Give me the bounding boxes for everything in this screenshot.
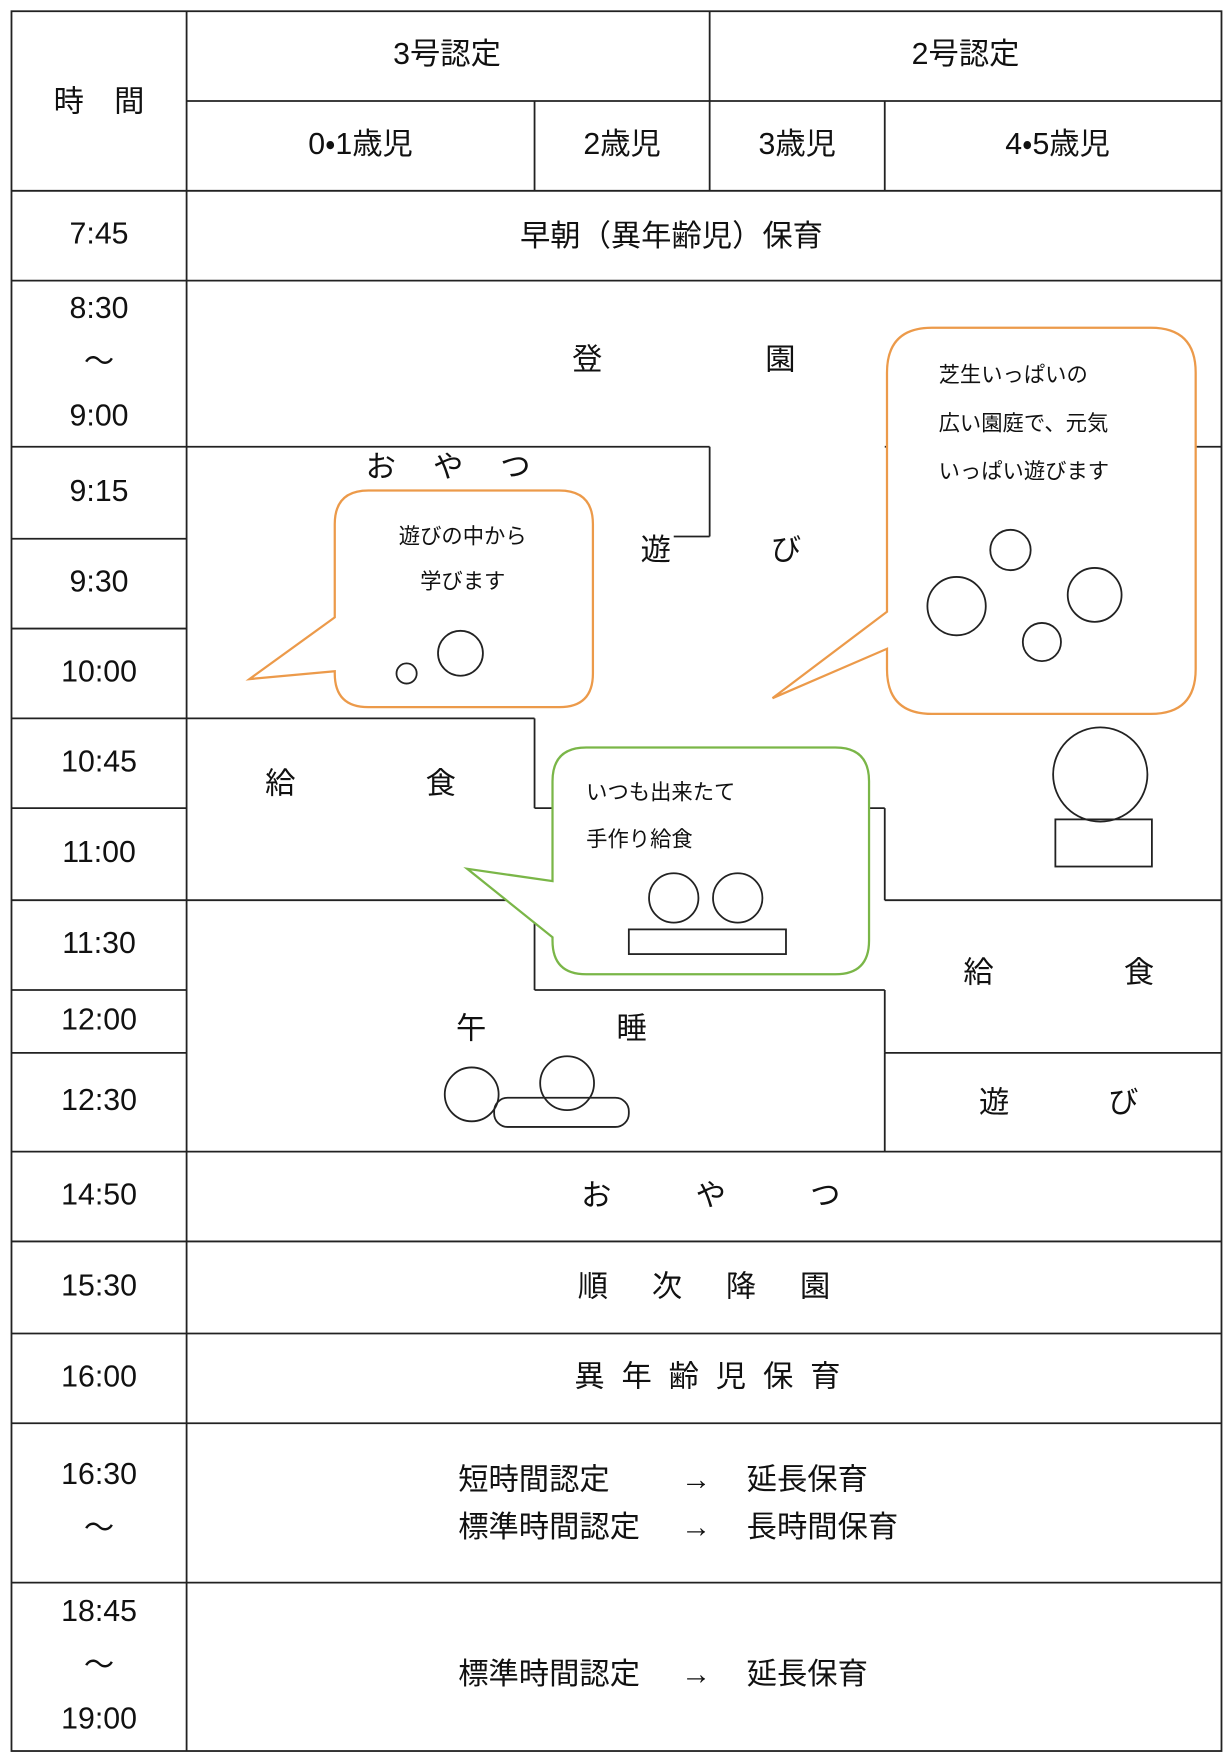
time-label: 12:00 (61, 1003, 137, 1036)
age-header: 4・5歳児 (1005, 127, 1110, 161)
time-label: 7:45 (70, 218, 129, 251)
time-label: 18:45 (61, 1595, 137, 1628)
activity: おやつ (581, 1180, 924, 1213)
extended-care-arrow: → (681, 1464, 711, 1497)
bubble-text: いっぱい遊びます (939, 460, 1110, 484)
time-label: 12:30 (61, 1084, 137, 1117)
table-lines (10, 10, 1223, 1752)
bubble-playground (771, 326, 1197, 715)
time-label: 9:15 (70, 475, 129, 508)
activity: おやつ (366, 451, 568, 484)
time-label: 19:00 (61, 1703, 137, 1736)
extended-care-to: 延長保育 (747, 1463, 868, 1497)
bubble-text: 手作り給食 (586, 828, 693, 852)
time-label: 16:00 (61, 1360, 137, 1393)
time-label: 8:30 (70, 292, 129, 325)
time-label: 11:30 (62, 927, 136, 960)
extended-care-from: 標準時間認定 (458, 1657, 640, 1691)
bubble-text: いつも出来たて (586, 781, 735, 805)
activity: 午睡 (456, 1011, 777, 1045)
time-label: 14:50 (61, 1179, 137, 1212)
activity: 遊び (641, 533, 901, 567)
bubble-lunch (463, 746, 871, 976)
bubble-text: 芝生いっぱいの (939, 363, 1088, 387)
extended-care-to: 長時間保育 (747, 1510, 898, 1544)
time-label: 9:00 (70, 400, 129, 433)
illustrations (395, 528, 1153, 1128)
extended-care-to: 延長保育 (747, 1657, 868, 1691)
time-label: 9:30 (70, 566, 129, 599)
extended-care-from: 標準時間認定 (458, 1510, 640, 1544)
bubble-text: 広い園庭で、元気 (939, 411, 1109, 435)
header-time: 時間 (54, 85, 175, 118)
time-label: ～ (84, 1512, 114, 1545)
activity: 給食 (265, 767, 586, 801)
extended-care-arrow: → (681, 1658, 711, 1691)
bubble-learning (245, 489, 595, 709)
time-label: ～ (84, 346, 114, 379)
time-label: 15:30 (61, 1269, 137, 1302)
activity: 異年齢児保育 (574, 1359, 857, 1393)
activity: 順次降園 (578, 1270, 874, 1304)
group-header: 2号認定 (912, 38, 1020, 71)
bubble-text: 遊びの中から (399, 525, 527, 549)
age-header: 2歳児 (583, 127, 660, 161)
activity: 給食 (963, 955, 1224, 989)
time-label: 10:00 (61, 655, 137, 688)
activity: 登園 (572, 342, 958, 376)
time-label: 11:00 (62, 836, 136, 869)
bubble-text: 学びます (420, 570, 505, 594)
group-header: 3号認定 (393, 38, 501, 71)
age-header: 0・1歳児 (308, 127, 413, 161)
time-label: ～ (84, 1649, 114, 1682)
time-label: 16:30 (61, 1458, 137, 1491)
age-header: 3歳児 (758, 127, 835, 161)
activity: 早朝（異年齢児）保育 (520, 219, 823, 253)
extended-care-from: 短時間認定 (458, 1463, 609, 1497)
activity: 遊び (979, 1085, 1224, 1119)
extended-care-arrow: → (681, 1511, 711, 1544)
table-border (10, 10, 1223, 1752)
time-label: 10:45 (61, 745, 137, 778)
